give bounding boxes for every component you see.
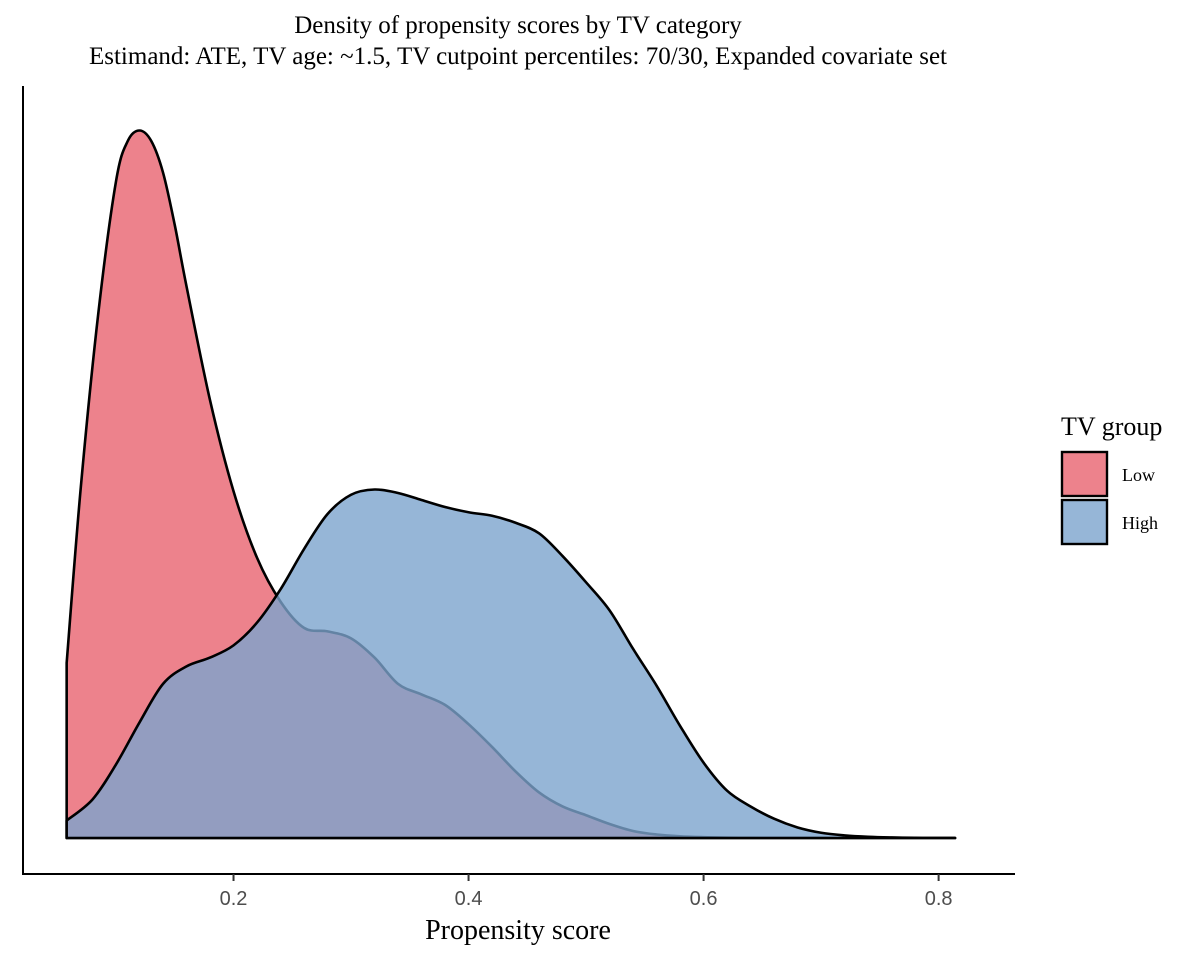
legend: TV group Low High [1060, 412, 1162, 546]
chart-subtitle: Estimand: ATE, TV age: ~1.5, TV cutpoint… [89, 43, 947, 70]
x-tick-label: 0.8 [925, 888, 953, 910]
density-areas [65, 129, 957, 840]
legend-label-low: Low [1122, 465, 1155, 485]
legend-swatch-low [1060, 450, 1109, 498]
density-area-high [65, 488, 957, 840]
x-axis-title: Propensity score [425, 915, 611, 946]
legend-label-high: High [1122, 513, 1158, 533]
legend-swatch-high [1060, 498, 1109, 546]
x-tick-label: 0.4 [455, 888, 483, 910]
x-tick-label: 0.6 [690, 888, 718, 910]
x-tick-label: 0.2 [220, 888, 248, 910]
legend-entries: Low High [1060, 450, 1158, 546]
legend-title: TV group [1061, 412, 1162, 441]
chart-title: Density of propensity scores by TV categ… [294, 12, 742, 39]
x-axis-ticks: 0.2 0.4 0.6 0.8 [220, 874, 953, 910]
